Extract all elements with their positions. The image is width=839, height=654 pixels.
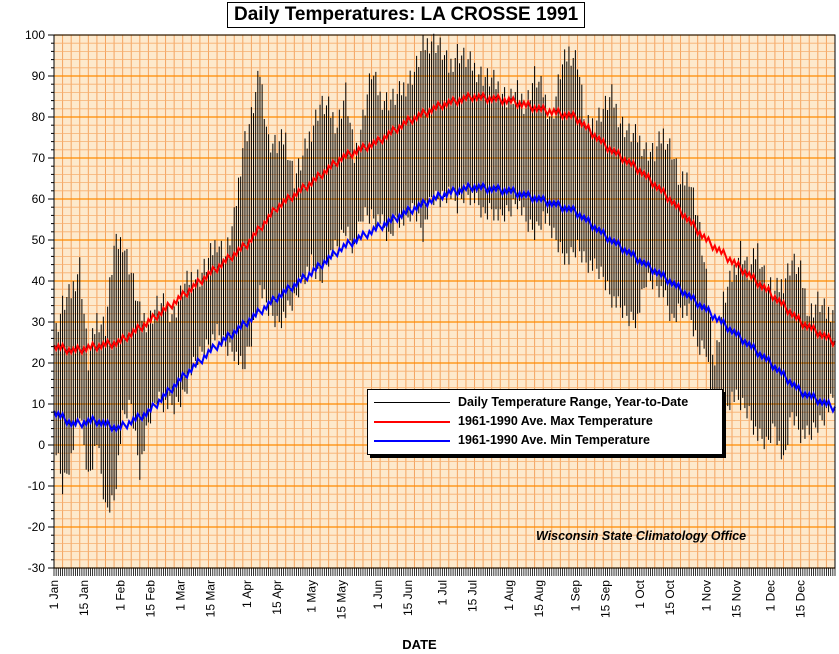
x-tick-label: 1 Oct [633,579,647,608]
legend-label-range: Daily Temperature Range, Year-to-Date [458,395,689,409]
chart-title: Daily Temperatures: LA CROSSE 1991 [227,2,586,28]
legend-swatch-max [374,421,450,423]
x-tick-label: 15 Jun [401,580,415,616]
x-tick-label: 1 Jun [371,580,385,609]
x-tick-label: 1 May [304,580,318,613]
y-tick-label: 100 [25,28,45,42]
x-tick-label: 15 Oct [663,579,677,615]
x-tick-label: 1 Apr [240,580,254,608]
avg-max-temperature-line [53,90,836,357]
x-tick-label: 15 Apr [270,580,284,615]
y-tick-label: 80 [32,110,46,124]
chart-legend: Daily Temperature Range, Year-to-Date 19… [367,389,723,455]
legend-label-max: 1961-1990 Ave. Max Temperature [458,414,653,428]
legend-item-range: Daily Temperature Range, Year-to-Date [374,394,719,412]
y-tick-label: 60 [32,192,46,206]
x-tick-label: 15 Aug [532,580,546,617]
y-tick-label: 50 [32,233,46,247]
y-tick-label: 10 [32,397,46,411]
y-tick-label: -10 [28,479,46,493]
x-tick-label: 15 Feb [144,580,158,618]
x-tick-label: 1 Jul [435,580,449,605]
x-tick-label: 1 Aug [502,580,516,611]
legend-swatch-range [374,402,450,403]
x-axis-label: DATE [402,637,437,652]
x-tick-label: 15 Jul [465,580,479,612]
legend-swatch-min [374,440,450,442]
x-tick-label: 1 Nov [699,580,713,611]
avg-min-temperature-line [53,181,836,434]
y-tick-label: 40 [32,274,46,288]
x-tick-label: 15 Mar [204,580,218,617]
y-tick-label: -30 [28,561,46,575]
y-tick-label: 70 [32,151,46,165]
x-tick-label: 15 May [335,580,349,619]
y-tick-label: 20 [32,356,46,370]
x-tick-label: 15 Dec [794,580,808,618]
x-tick-label: 15 Nov [729,580,743,618]
x-tick-label: 1 Dec [764,580,778,611]
x-axis: 1 Jan 15 Jan 1 Feb 15 Feb 1 Mar 15 Mar 1 Apr 15… [47,568,836,619]
x-tick-label: 15 Sep [598,580,612,618]
legend-label-min: 1961-1990 Ave. Min Temperature [458,433,650,447]
legend-item-min: 1961-1990 Ave. Min Temperature [374,432,719,450]
x-tick-label: 1 Sep [568,580,582,612]
y-tick-label: 0 [38,438,45,452]
source-annotation: Wisconsin State Climatology Office [536,529,747,543]
daily-range-bars [53,33,836,513]
x-tick-label: 1 Jan [47,580,61,609]
y-tick-label: 90 [32,69,46,83]
x-tick-label: 1 Feb [114,580,128,611]
x-tick-label: 15 Jan [77,580,91,616]
legend-item-max: 1961-1990 Ave. Max Temperature [374,413,719,431]
y-tick-label: -20 [28,520,46,534]
y-tick-label: 30 [32,315,46,329]
x-tick-label: 1 Mar [174,580,188,611]
